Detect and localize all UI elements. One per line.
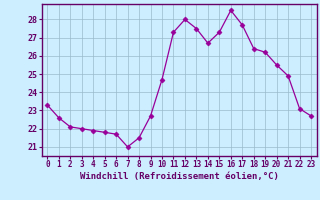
X-axis label: Windchill (Refroidissement éolien,°C): Windchill (Refroidissement éolien,°C) (80, 172, 279, 181)
